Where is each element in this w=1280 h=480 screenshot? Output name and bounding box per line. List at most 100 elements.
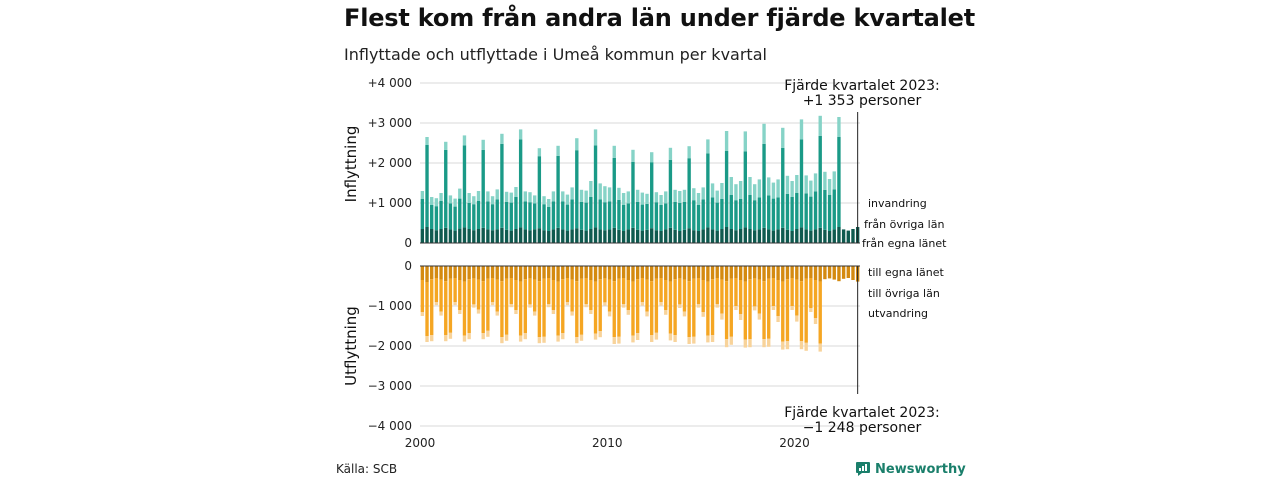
outflow-bar-utvandring <box>771 306 776 310</box>
top-y-tick-label: +4 000 <box>368 76 412 90</box>
outflow-bar-utvandring <box>659 302 663 306</box>
outflow-bar-ovriga <box>720 279 724 314</box>
top-annotation-line2: +1 353 personer <box>803 93 922 109</box>
outflow-bar-ovriga <box>701 280 705 312</box>
outflow-bar-utvandring <box>621 304 626 308</box>
outflow-bar-egna <box>579 266 584 279</box>
inflow-bar-invandring <box>476 191 481 201</box>
inflow-bar-invandring <box>682 189 687 202</box>
outflow-bar-egna <box>781 266 785 282</box>
outflow-bar-utvandring <box>781 341 785 350</box>
legend-invandring: invandring <box>868 197 927 210</box>
outflow-bar-egna <box>701 266 705 280</box>
outflow-bar-utvandring <box>547 304 551 308</box>
outflow-bar-ovriga <box>528 278 532 305</box>
inflow-bar-invandring <box>542 196 546 205</box>
outflow-bar-egna <box>809 266 813 278</box>
outflow-bar-ovriga <box>514 280 518 310</box>
inflow-bar-egna <box>504 229 509 243</box>
outflow-bar-egna <box>767 266 771 279</box>
outflow-bar-utvandring <box>425 336 429 342</box>
chart-subtitle: Inflyttade och utflyttade i Umeå kommun … <box>344 45 767 64</box>
outflow-bar-egna <box>598 266 602 280</box>
outflow-bar-utvandring <box>809 308 813 312</box>
inflow-bar-invandring <box>509 192 513 203</box>
x-tick-label: 2020 <box>779 436 810 450</box>
outflow-bar-utvandring <box>813 318 818 324</box>
outflow-bar-utvandring <box>448 332 453 339</box>
outflow-bar-ovriga <box>434 278 439 302</box>
inflow-bar-ovriga <box>827 195 832 231</box>
inflow-bar-invandring <box>818 115 822 136</box>
outflow-bar-utvandring <box>500 337 504 344</box>
outflow-bar-egna <box>659 266 663 278</box>
newsworthy-logo-icon <box>856 462 870 476</box>
outflow-bar-utvandring <box>664 310 668 315</box>
outflow-bar-ovriga <box>743 281 747 340</box>
inflow-bar-ovriga <box>448 203 453 230</box>
inflow-bar-ovriga <box>420 199 425 229</box>
inflow-bar-invandring <box>537 148 542 157</box>
inflow-bar-invandring <box>533 195 537 204</box>
inflow-bar-invandring <box>715 190 719 203</box>
outflow-bar-ovriga <box>500 281 504 338</box>
outflow-bar-egna <box>514 266 518 280</box>
inflow-bar-ovriga <box>776 197 780 230</box>
outflow-bar-ovriga <box>467 279 471 334</box>
inflow-bar-egna <box>785 229 790 243</box>
outflow-bar-ovriga <box>776 280 780 316</box>
outflow-bar-utvandring <box>738 314 743 320</box>
outflow-bar-egna <box>551 266 556 280</box>
outflow-bar-utvandring <box>631 335 635 343</box>
outflow-bar-ovriga <box>654 278 659 333</box>
outflow-bar-utvandring <box>533 311 537 316</box>
inflow-bar-ovriga <box>518 139 523 228</box>
outflow-bar-ovriga <box>762 281 766 340</box>
outflow-bar-utvandring <box>776 316 780 322</box>
inflow-bar-egna <box>589 229 593 243</box>
outflow-bar-egna <box>444 266 448 282</box>
inflow-bar-invandring <box>448 195 453 204</box>
outflow-bar-egna <box>439 266 443 280</box>
chart-title: Flest kom från andra län under fjärde kv… <box>344 4 976 32</box>
outflow-bar-utvandring <box>724 339 729 348</box>
legend-till-egna-lanet: till egna länet <box>868 266 944 279</box>
inflow-bar-egna <box>467 229 471 243</box>
outflow-bar-ovriga <box>809 278 813 308</box>
outflow-bar-ovriga <box>551 280 556 310</box>
inflow-bar-ovriga <box>706 153 710 228</box>
inflow-bar-egna <box>420 229 425 243</box>
inflow-bar-invandring <box>593 129 598 146</box>
bars <box>420 115 860 352</box>
brand-logo[interactable]: Newsworthy <box>855 461 966 477</box>
inflow-bar-invandring <box>776 179 780 198</box>
outflow-bar-ovriga <box>523 279 527 334</box>
outflow-bar-ovriga <box>565 278 570 302</box>
outflow-bar-utvandring <box>795 315 799 322</box>
outflow-bar-egna <box>495 266 499 280</box>
outflow-bar-egna <box>668 266 673 282</box>
outflow-bar-ovriga <box>640 278 645 302</box>
inflow-bar-ovriga <box>809 196 813 231</box>
inflow-bar-invandring <box>781 127 785 148</box>
outflow-bar-egna <box>523 266 527 280</box>
inflow-bar-egna <box>790 231 794 243</box>
inflow-bar-ovriga <box>715 202 719 231</box>
top-ylabel: Inflyttning <box>342 126 360 203</box>
inflow-bar-egna <box>701 229 705 243</box>
outflow-bar-egna <box>710 266 715 280</box>
inflow-bar-invandring <box>640 192 645 205</box>
inflow-bar-egna <box>570 229 574 243</box>
inflow-bar-invandring <box>598 183 602 200</box>
inflow-bar-ovriga <box>692 200 696 231</box>
inflow-bar-egna <box>724 227 729 243</box>
top-annotation-line1: Fjärde kvartalet 2023: <box>784 78 940 94</box>
inflow-bar-egna <box>551 229 556 243</box>
inflow-bar-ovriga <box>640 204 645 231</box>
outflow-bar-egna <box>617 266 621 279</box>
inflow-bar-egna <box>664 229 668 243</box>
inflow-bar-egna <box>710 229 715 243</box>
inflow-bar-invandring <box>659 195 663 205</box>
bottom-y-tick-label: −1 000 <box>368 299 412 313</box>
outflow-bar-egna <box>593 266 598 282</box>
